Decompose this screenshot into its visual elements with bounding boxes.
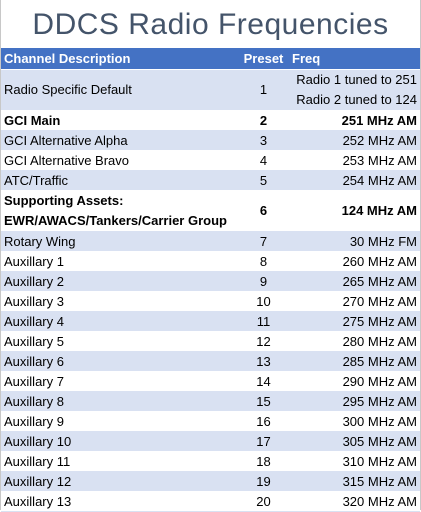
cell-description: Auxillary 8 xyxy=(1,391,238,412)
cell-freq: 275 MHz AM xyxy=(289,311,420,332)
cell-description: Auxillary 6 xyxy=(1,351,238,372)
cell-freq: 315 MHz AM xyxy=(289,471,420,492)
header-preset: Preset xyxy=(238,48,289,70)
freq-line-2: Radio 2 tuned to 124 xyxy=(296,91,417,107)
cell-freq: 295 MHz AM xyxy=(289,391,420,412)
cell-description: Auxillary 10 xyxy=(1,431,238,452)
cell-preset: 6 xyxy=(238,190,289,232)
table-row: GCI Alternative Alpha 3 252 MHz AM xyxy=(1,130,420,151)
cell-freq: 30 MHz FM xyxy=(289,231,420,252)
cell-description: Auxillary 7 xyxy=(1,371,238,392)
cell-description: Auxillary 12 xyxy=(1,471,238,492)
cell-freq: 251 MHz AM xyxy=(289,110,420,131)
cell-freq: 252 MHz AM xyxy=(289,130,420,151)
table-row: GCI Alternative Bravo 4 253 MHz AM xyxy=(1,150,420,171)
table-row: Auxillary 9 16 300 MHz AM xyxy=(1,411,420,432)
cell-description: Auxillary 1 xyxy=(1,251,238,272)
cell-description: GCI Alternative Alpha xyxy=(1,130,238,151)
table-row: Auxillary 10 17 305 MHz AM xyxy=(1,431,420,452)
cell-freq: 265 MHz AM xyxy=(289,271,420,292)
cell-preset: 16 xyxy=(238,411,289,432)
cell-description: ATC/Traffic xyxy=(1,170,238,191)
cell-preset: 9 xyxy=(238,271,289,292)
cell-freq: 320 MHz AM xyxy=(289,491,420,512)
cell-freq: 270 MHz AM xyxy=(289,291,420,312)
cell-freq: 290 MHz AM xyxy=(289,371,420,392)
table-row: Rotary Wing 7 30 MHz FM xyxy=(1,231,420,252)
cell-freq: 253 MHz AM xyxy=(289,150,420,171)
table-row: Auxillary 6 13 285 MHz AM xyxy=(1,351,420,372)
cell-freq: 254 MHz AM xyxy=(289,170,420,191)
cell-preset: 12 xyxy=(238,331,289,352)
table-header-row: Channel Description Preset Freq xyxy=(1,48,420,70)
cell-freq: 285 MHz AM xyxy=(289,351,420,372)
cell-description: Auxillary 4 xyxy=(1,311,238,332)
table-row: Auxillary 4 11 275 MHz AM xyxy=(1,311,420,332)
table-row: GCI Main 2 251 MHz AM xyxy=(1,110,420,131)
cell-preset: 20 xyxy=(238,491,289,512)
table-row: Supporting Assets: EWR/AWACS/Tankers/Car… xyxy=(1,190,420,232)
cell-freq: 310 MHz AM xyxy=(289,451,420,472)
cell-preset: 4 xyxy=(238,150,289,171)
cell-description: Auxillary 5 xyxy=(1,331,238,352)
header-freq: Freq xyxy=(289,48,420,70)
table-row: Auxillary 7 14 290 MHz AM xyxy=(1,371,420,392)
cell-description: Auxillary 13 xyxy=(1,491,238,512)
desc-line-2: EWR/AWACS/Tankers/Carrier Group xyxy=(4,212,227,228)
cell-preset: 2 xyxy=(238,110,289,131)
cell-preset: 17 xyxy=(238,431,289,452)
table-row: Auxillary 1 8 260 MHz AM xyxy=(1,251,420,272)
cell-preset: 19 xyxy=(238,471,289,492)
table-row: ATC/Traffic 5 254 MHz AM xyxy=(1,170,420,191)
cell-preset: 13 xyxy=(238,351,289,372)
cell-freq: 124 MHz AM xyxy=(289,190,420,232)
cell-preset: 8 xyxy=(238,251,289,272)
cell-description: GCI Alternative Bravo xyxy=(1,150,238,171)
cell-description: Supporting Assets: EWR/AWACS/Tankers/Car… xyxy=(1,190,238,232)
cell-description: Auxillary 9 xyxy=(1,411,238,432)
cell-preset: 14 xyxy=(238,371,289,392)
table-row: Auxillary 2 9 265 MHz AM xyxy=(1,271,420,292)
cell-description: Radio Specific Default xyxy=(1,69,238,111)
frequency-table: Channel Description Preset Freq Radio Sp… xyxy=(1,48,420,512)
freq-line-1: Radio 1 tuned to 251 xyxy=(296,71,417,87)
cell-preset: 5 xyxy=(238,170,289,191)
cell-freq: 305 MHz AM xyxy=(289,431,420,452)
cell-preset: 10 xyxy=(238,291,289,312)
cell-freq: 280 MHz AM xyxy=(289,331,420,352)
cell-description: Auxillary 11 xyxy=(1,451,238,472)
table-row: Auxillary 8 15 295 MHz AM xyxy=(1,391,420,412)
cell-freq: 300 MHz AM xyxy=(289,411,420,432)
cell-freq: Radio 1 tuned to 251 Radio 2 tuned to 12… xyxy=(289,69,420,111)
table-row: Auxillary 13 20 320 MHz AM xyxy=(1,491,420,512)
cell-description: Rotary Wing xyxy=(1,231,238,252)
table-row: Auxillary 3 10 270 MHz AM xyxy=(1,291,420,312)
cell-preset: 18 xyxy=(238,451,289,472)
cell-description: Auxillary 3 xyxy=(1,291,238,312)
page-title: DDCS Radio Frequencies xyxy=(32,8,389,41)
cell-preset: 1 xyxy=(238,69,289,111)
cell-description: Auxillary 2 xyxy=(1,271,238,292)
table-row: Auxillary 11 18 310 MHz AM xyxy=(1,451,420,472)
cell-freq: 260 MHz AM xyxy=(289,251,420,272)
cell-preset: 7 xyxy=(238,231,289,252)
cell-description: GCI Main xyxy=(1,110,238,131)
table-row: Radio Specific Default 1 Radio 1 tuned t… xyxy=(1,69,420,111)
desc-line-1: Supporting Assets: xyxy=(4,192,124,208)
cell-preset: 15 xyxy=(238,391,289,412)
cell-preset: 11 xyxy=(238,311,289,332)
table-row: Auxillary 12 19 315 MHz AM xyxy=(1,471,420,492)
header-channel-description: Channel Description xyxy=(1,48,238,70)
cell-preset: 3 xyxy=(238,130,289,151)
table-row: Auxillary 5 12 280 MHz AM xyxy=(1,331,420,352)
